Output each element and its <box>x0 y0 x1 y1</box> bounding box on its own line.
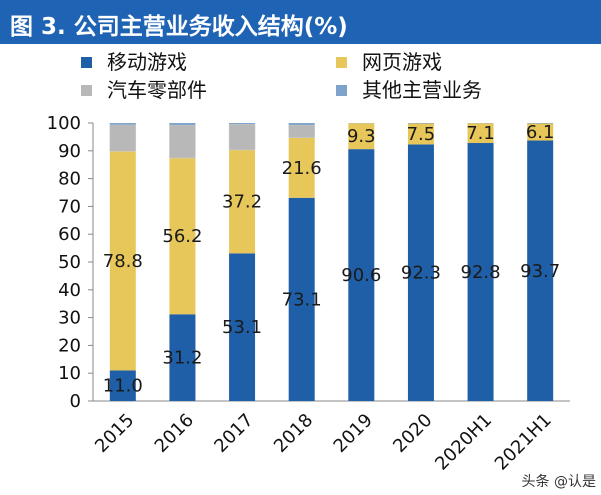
bar-auto-2018 <box>288 124 315 138</box>
data-label-web-2020H1: 7.1 <box>466 123 495 144</box>
x-tick-label: 2020H1 <box>431 410 496 475</box>
data-label-mobile-2020: 92.3 <box>401 263 441 284</box>
y-tick-label: 60 <box>58 224 81 245</box>
legend-swatch-web <box>336 57 347 68</box>
y-tick-label: 100 <box>47 113 81 134</box>
data-label-web-2021H1: 6.1 <box>526 122 555 143</box>
bar-other-2021H1 <box>527 123 554 124</box>
data-label-web-2015: 78.8 <box>103 251 143 272</box>
x-tick-label: 2018 <box>270 410 317 457</box>
page-title: 图 3. 公司主营业务收入结构(%) <box>10 14 348 40</box>
bar-mobile-2019 <box>348 149 375 401</box>
bar-mobile-2017 <box>229 253 256 401</box>
bar-other-2017 <box>229 123 256 125</box>
bar-web-2021H1 <box>527 123 554 141</box>
data-label-mobile-2021H1: 93.7 <box>520 261 560 282</box>
legend-item-mobile: 移动游戏 <box>81 50 187 74</box>
x-tick-label: 2017 <box>210 410 257 457</box>
y-tick-label: 10 <box>58 363 81 384</box>
data-label-web-2016: 56.2 <box>162 226 202 247</box>
bar-web-2015 <box>109 151 136 371</box>
data-labels: 11.0 78.8 31.2 56.2 53.1 37.2 73.1 21.6 90.6 9.3 9… <box>103 122 560 397</box>
data-label-mobile-2016: 31.2 <box>162 348 202 369</box>
data-label-mobile-2015: 11.0 <box>103 376 143 397</box>
y-tick-label: 50 <box>58 252 81 273</box>
bar-auto-2016 <box>169 124 196 159</box>
bar-web-2016 <box>169 158 196 315</box>
bar-web-2018 <box>288 137 315 198</box>
x-tick-label: 2016 <box>151 410 198 457</box>
watermark: 头条 @认是 <box>522 473 596 490</box>
x-tick-label: 2021H1 <box>491 410 556 475</box>
bar-other-2020 <box>407 123 434 124</box>
bar-web-2019 <box>348 123 375 150</box>
legend-swatch-other <box>336 85 347 96</box>
bar-web-2020 <box>407 123 434 145</box>
bar-mobile-2015 <box>109 370 136 401</box>
bar-mobile-2021H1 <box>527 140 554 401</box>
legend-label-mobile: 移动游戏 <box>107 50 187 74</box>
legend-item-auto: 汽车零部件 <box>81 78 207 102</box>
legend-item-web: 网页游戏 <box>336 50 442 74</box>
bar-auto-2017 <box>228 123 256 151</box>
legend-label-auto: 汽车零部件 <box>107 78 207 102</box>
data-label-web-2020: 7.5 <box>407 124 436 145</box>
bar-mobile-2016 <box>169 314 196 401</box>
bar-other-2016 <box>169 123 196 125</box>
title-bar: 图 3. 公司主营业务收入结构(%) <box>0 0 601 44</box>
x-tick-label: 2015 <box>91 410 138 457</box>
data-label-mobile-2020H1: 92.8 <box>461 262 501 283</box>
y-tick-label: 70 <box>58 196 81 217</box>
y-tick-label: 20 <box>58 335 81 356</box>
y-tick-label: 90 <box>58 141 81 162</box>
bar-other-2018 <box>288 123 315 125</box>
x-tick-label: 2019 <box>330 410 377 457</box>
data-label-web-2017: 37.2 <box>222 192 262 213</box>
data-label-mobile-2018: 73.1 <box>282 289 322 310</box>
y-tick-label: 80 <box>58 169 81 190</box>
bar-auto-2015 <box>109 124 137 152</box>
legend-label-web: 网页游戏 <box>362 50 442 74</box>
bar-other-2015 <box>109 123 136 125</box>
data-label-mobile-2019: 90.6 <box>341 265 381 286</box>
legend-swatch-auto <box>81 85 92 96</box>
data-label-mobile-2017: 53.1 <box>222 317 262 338</box>
bar-web-2020H1 <box>467 123 494 144</box>
legend-swatch-mobile <box>81 57 92 68</box>
bar-mobile-2020 <box>407 144 434 401</box>
data-label-web-2018: 21.6 <box>282 158 322 179</box>
y-tick-label: 0 <box>70 391 81 412</box>
bar-web-2017 <box>229 149 256 254</box>
y-tick-label: 40 <box>58 280 81 301</box>
bar-mobile-2018 <box>288 197 315 401</box>
x-tick-label: 2020 <box>389 410 436 457</box>
legend-item-other: 其他主营业务 <box>336 78 482 102</box>
bars <box>109 123 554 401</box>
data-label-web-2019: 9.3 <box>347 126 376 147</box>
y-tick-label: 30 <box>58 308 81 329</box>
bar-mobile-2020H1 <box>467 143 494 401</box>
legend-label-other: 其他主营业务 <box>362 78 482 102</box>
